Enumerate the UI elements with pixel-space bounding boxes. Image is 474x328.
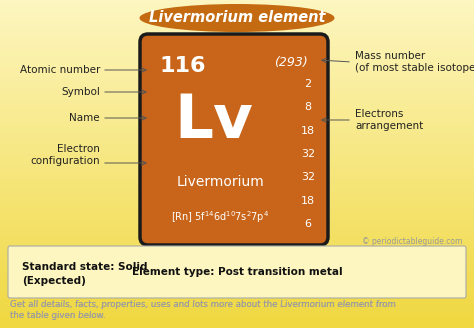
Text: Get all details, facts, properties, uses and lots more about the Livermorium ele: Get all details, facts, properties, uses…	[0, 327, 1, 328]
Text: 32: 32	[301, 172, 315, 182]
Text: Name: Name	[69, 113, 100, 123]
Text: 6: 6	[304, 219, 311, 229]
Text: Get all details,: Get all details,	[0, 327, 1, 328]
Text: (Expected): (Expected)	[22, 276, 86, 286]
Text: Mass number
(of most stable isotope): Mass number (of most stable isotope)	[355, 51, 474, 73]
Text: Element type: Post transition metal: Element type: Post transition metal	[132, 267, 342, 277]
Text: © periodictableguide.com: © periodictableguide.com	[362, 237, 462, 246]
Text: the table given below.: the table given below.	[10, 311, 106, 320]
Text: Electrons
arrangement: Electrons arrangement	[355, 109, 423, 131]
Text: the table given below.: the table given below.	[10, 311, 106, 320]
Text: 2: 2	[304, 79, 311, 89]
Text: 32: 32	[301, 149, 315, 159]
Ellipse shape	[139, 4, 335, 32]
Text: Lv: Lv	[174, 92, 253, 152]
FancyBboxPatch shape	[8, 246, 466, 298]
Text: 18: 18	[301, 126, 315, 136]
Text: (293): (293)	[274, 56, 308, 69]
Text: $\mathdefault{[Rn]\ 5f^{14}6d^{10}7s^{2}7p^{4}}$: $\mathdefault{[Rn]\ 5f^{14}6d^{10}7s^{2}…	[171, 209, 269, 225]
FancyBboxPatch shape	[140, 34, 328, 245]
Text: Livermorium element: Livermorium element	[149, 10, 325, 26]
Text: Get all details, facts, properties, uses and lots more about the Livermorium ele: Get all details, facts, properties, uses…	[10, 300, 395, 309]
Text: 18: 18	[301, 196, 315, 206]
Text: 8: 8	[304, 102, 311, 112]
Text: Atomic number: Atomic number	[19, 65, 100, 75]
Text: Symbol: Symbol	[61, 87, 100, 97]
Text: Get all details, facts, properties, uses and lots more about the Livermorium ele: Get all details, facts, properties, uses…	[10, 300, 396, 309]
Text: Electron
configuration: Electron configuration	[30, 144, 100, 166]
Text: 116: 116	[160, 56, 207, 76]
Text: Livermorium: Livermorium	[176, 175, 264, 189]
Text: Standard state: Solid: Standard state: Solid	[22, 262, 147, 272]
